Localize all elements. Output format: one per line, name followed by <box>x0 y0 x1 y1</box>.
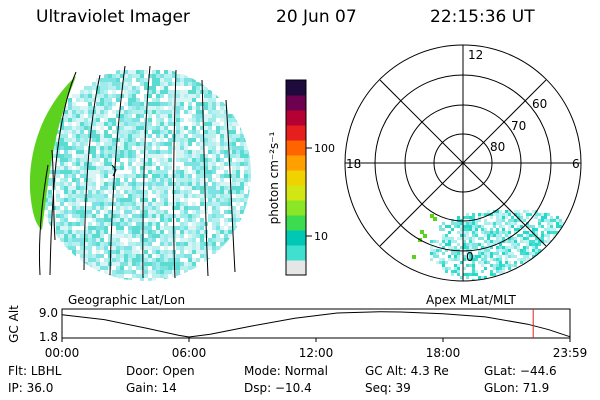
info-gc-alt: GC Alt: 4.3 Re <box>365 364 449 378</box>
colorbar-cell <box>286 200 306 216</box>
colorbar-tick-label: 100 <box>314 142 335 155</box>
polar-grid <box>344 44 582 282</box>
mlat-label: 80 <box>490 140 505 154</box>
info-door: Door: Open <box>126 364 195 378</box>
colorbar-frame <box>285 79 307 276</box>
geographic-glow-image <box>40 70 251 281</box>
info-dsp: Dsp: −10.4 <box>244 381 312 395</box>
colorbar-cell <box>286 170 306 186</box>
geographic-grid-lines <box>38 65 236 279</box>
altitude-plot-frame <box>61 308 571 339</box>
mlat-label: 70 <box>511 119 526 133</box>
info-seq: Seq: 39 <box>365 381 411 395</box>
altitude-series-line <box>61 311 570 338</box>
colorbar-cell <box>286 125 306 141</box>
observation-time: 22:15:36 UT <box>430 7 535 27</box>
info-mode: Mode: Normal <box>244 364 328 378</box>
mlt-label-top: 12 <box>468 48 483 62</box>
colorbar-cell <box>286 80 306 96</box>
info-glon: GLon: 71.9 <box>484 381 550 395</box>
observation-date: 20 Jun 07 <box>276 7 357 27</box>
meridian-line <box>172 69 177 279</box>
altitude-ylabel: GC Alt <box>7 305 21 343</box>
altitude-xtick-label: 00:00 <box>45 346 80 360</box>
info-ip: IP: 36.0 <box>8 381 54 395</box>
info-flt: Flt: LBHL <box>8 364 62 378</box>
mlt-label-right: 6 <box>572 157 580 171</box>
altitude-xtick-label: 23:59 <box>553 346 588 360</box>
coastline <box>51 149 56 241</box>
mlt-label-left: 18 <box>346 157 361 171</box>
colorbar-cell <box>286 260 306 276</box>
meridian-line <box>49 71 77 276</box>
meridian-line <box>109 65 126 276</box>
colorbar-cell <box>286 110 306 126</box>
colorbar-cell <box>286 95 306 111</box>
info-gain: Gain: 14 <box>126 381 177 395</box>
instrument-title: Ultraviolet Imager <box>36 7 190 27</box>
meridian-line <box>225 99 236 273</box>
polar-map-label: Apex MLat/MLT <box>426 293 516 307</box>
info-glat: GLat: −44.6 <box>484 364 557 378</box>
colorbar-cell <box>286 185 306 201</box>
colorbar-unit-label: photon cm⁻²s⁻¹ <box>267 131 281 224</box>
mlt-label-bottom: 0 <box>466 250 474 264</box>
colorbar-cell <box>286 215 306 231</box>
mlt-line-diag <box>379 79 547 247</box>
altitude-xtick-label: 12:00 <box>299 346 334 360</box>
meridian-line <box>83 74 101 271</box>
meridian-line <box>142 65 151 279</box>
altitude-xtick-label: 18:00 <box>426 346 461 360</box>
colorbar-cell <box>286 245 306 261</box>
altitude-ytick-label: 1.8 <box>39 330 58 344</box>
altitude-xtick-label: 06:00 <box>172 346 207 360</box>
geographic-map-label: Geographic Lat/Lon <box>68 293 186 307</box>
altitude-ytick-label: 9.0 <box>39 306 58 320</box>
colorbar-cell <box>286 230 306 246</box>
colorbar-tick-label: 10 <box>314 230 328 243</box>
meridian-line <box>201 79 209 277</box>
coastline <box>111 164 117 177</box>
dayglow-band <box>29 76 76 230</box>
colorbar-cell <box>286 140 306 156</box>
meridian-line <box>38 164 49 276</box>
mlat-label: 60 <box>532 97 547 111</box>
colorbar-cell <box>286 155 306 171</box>
